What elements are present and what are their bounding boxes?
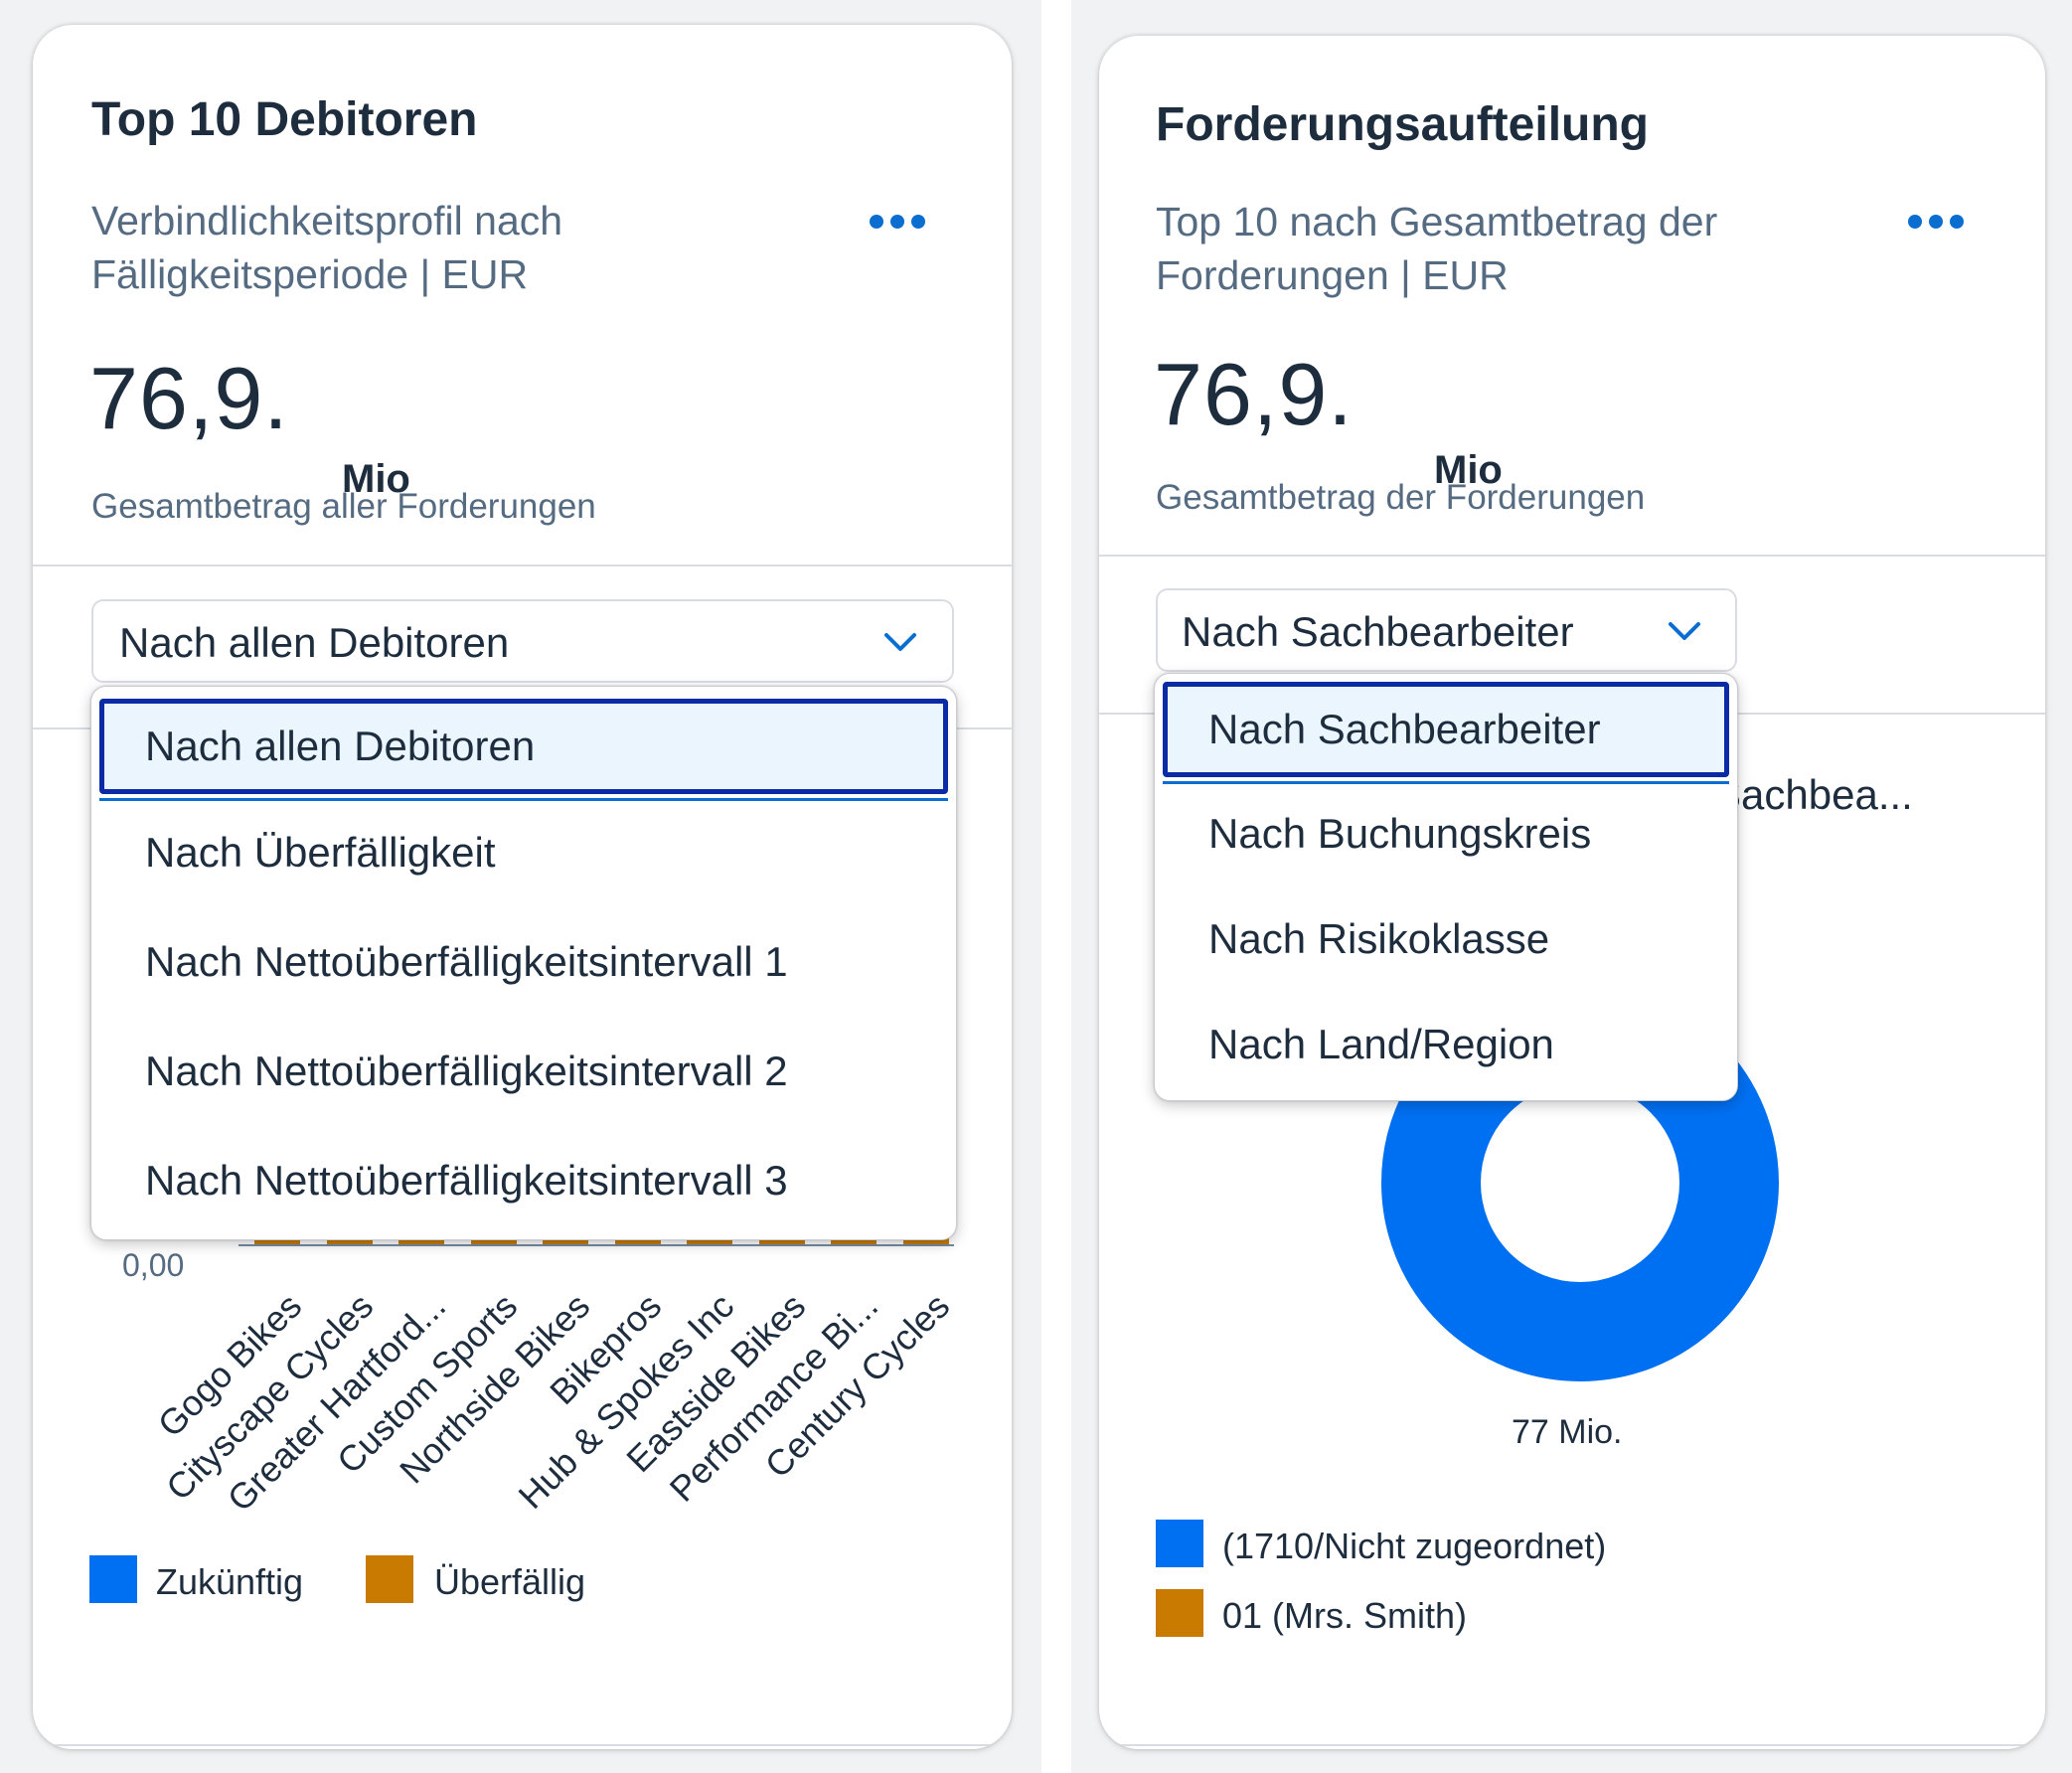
bar-overdue — [614, 1238, 661, 1244]
dropdown-option-label: Nach Sachbearbeiter — [1208, 706, 1601, 752]
view-select-value: Nach allen Debitoren — [119, 619, 510, 666]
bar-overdue — [543, 1238, 588, 1244]
card-subtitle-line1: Verbindlichkeitsprofil nach — [91, 198, 563, 243]
dropdown-option-label: Nach Risikoklasse — [1208, 915, 1550, 962]
dropdown-option[interactable]: Nach Überfälligkeit — [99, 806, 948, 915]
dropdown-option[interactable]: Nach Sachbearbeiter — [1163, 682, 1729, 784]
more-dot — [911, 215, 925, 229]
dropdown-option[interactable]: Nach allen Debitoren — [99, 699, 948, 801]
bar-overdue — [398, 1238, 444, 1244]
card-bottom-border — [33, 1744, 1012, 1746]
dropdown-option[interactable]: Nach Buchungskreis — [1163, 789, 1729, 894]
kpi-label: Gesamtbetrag der Forderungen — [1156, 478, 1646, 517]
legend-swatch-mrs-smith — [1156, 1589, 1203, 1637]
receivables-split-card: Forderungsaufteilung Top 10 nach Gesamtb… — [1099, 36, 2045, 1749]
view-select-dropdown: Nach allen Debitoren Nach Überfälligkeit N… — [90, 686, 957, 1240]
dropdown-option[interactable]: Nach Land/Region — [1163, 1000, 1729, 1105]
bar-overdue — [687, 1238, 732, 1244]
column-gap — [1041, 0, 1071, 1773]
bar-overdue — [470, 1238, 517, 1244]
bar-overdue — [758, 1238, 805, 1244]
bar-overdue — [902, 1238, 949, 1244]
view-select-value: Nach Sachbearbeiter — [1182, 608, 1574, 655]
y-axis-zero-label: 0,00 — [122, 1247, 185, 1283]
view-select[interactable]: Nach Sachbearbeiter — [1156, 588, 1737, 672]
legend-label-overdue: Überfällig — [434, 1561, 586, 1602]
dropdown-option[interactable]: Nach Risikoklasse — [1163, 894, 1729, 1000]
header-divider — [33, 564, 1012, 566]
more-options-button[interactable] — [1908, 202, 1978, 242]
bar-overdue — [326, 1238, 373, 1244]
dropdown-option-label: Nach Überfälligkeit — [145, 829, 496, 876]
card-subtitle-line2: Fälligkeitsperiode | EUR — [91, 251, 529, 297]
card-subtitle-line2: Forderungen | EUR — [1156, 252, 1509, 298]
card-title: Top 10 Debitoren — [91, 93, 478, 146]
card-subtitle-line1: Top 10 nach Gesamtbetrag der — [1156, 199, 1718, 244]
bar-overdue — [254, 1238, 300, 1244]
more-dot — [1929, 215, 1943, 229]
more-dot — [1950, 215, 1964, 229]
donut-value-label: 77 Mio. — [1512, 1413, 1623, 1451]
chevron-down-icon — [1669, 622, 1700, 640]
legend-label-unassigned: (1710/Nicht zugeordnet) — [1222, 1526, 1607, 1566]
kpi-unit: Mio — [342, 457, 410, 501]
more-dot — [890, 215, 904, 229]
card-title: Forderungsaufteilung — [1156, 98, 1649, 151]
dropdown-option-label: Nach Land/Region — [1208, 1021, 1554, 1067]
x-axis-line — [239, 1244, 954, 1246]
more-dots-icon — [1908, 215, 1922, 229]
kpi-value: 76,9. — [89, 349, 289, 447]
legend-label-future: Zukünftig — [156, 1561, 304, 1602]
dropdown-option-label: Nach Buchungskreis — [1208, 810, 1592, 857]
legend-swatch-overdue — [366, 1555, 413, 1603]
kpi-label: Gesamtbetrag aller Forderungen — [91, 487, 596, 526]
legend-swatch-unassigned — [1156, 1520, 1203, 1567]
chevron-down-icon — [884, 633, 916, 651]
dropdown-option[interactable]: Nach Nettoüberfälligkeitsintervall 3 — [99, 1134, 948, 1243]
bar-overdue — [831, 1238, 877, 1244]
card-bottom-border — [1099, 1744, 2045, 1746]
more-dots-icon — [870, 215, 883, 229]
dropdown-option-label: Nach Nettoüberfälligkeitsintervall 3 — [145, 1157, 788, 1204]
legend-swatch-future — [89, 1555, 137, 1603]
dropdown-option[interactable]: Nach Nettoüberfälligkeitsintervall 2 — [99, 1025, 948, 1134]
header-divider — [1099, 555, 2045, 557]
dropdown-option-label: Nach allen Debitoren — [145, 723, 536, 769]
view-select-dropdown: Nach Sachbearbeiter Nach Buchungskreis Nac… — [1154, 673, 1738, 1101]
top-debtors-card: Top 10 Debitoren Verbindlichkeitsprofil … — [33, 25, 1012, 1749]
kpi-value: 76,9. — [1154, 345, 1354, 443]
more-options-button[interactable] — [870, 202, 939, 242]
dropdown-option-label: Nach Nettoüberfälligkeitsintervall 1 — [145, 938, 788, 985]
legend-label-mrs-smith: 01 (Mrs. Smith) — [1222, 1595, 1468, 1636]
view-select[interactable]: Nach allen Debitoren — [91, 599, 954, 683]
dropdown-option-label: Nach Nettoüberfälligkeitsintervall 2 — [145, 1048, 788, 1094]
dropdown-option[interactable]: Nach Nettoüberfälligkeitsintervall 1 — [99, 915, 948, 1025]
kpi-unit: Mio — [1434, 448, 1503, 492]
